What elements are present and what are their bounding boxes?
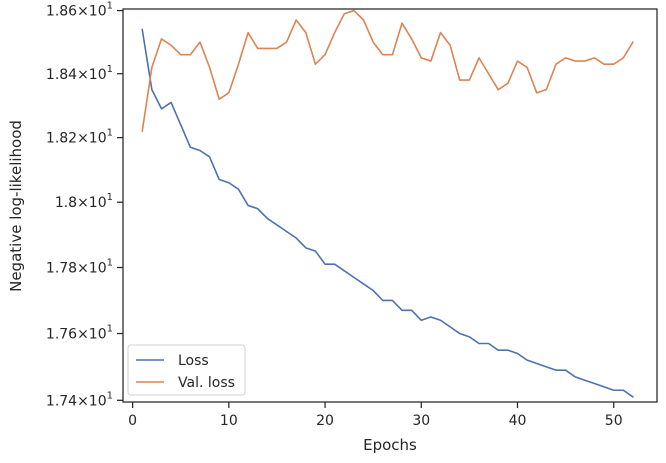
- x-tick-label: 0: [128, 413, 137, 429]
- plot-frame: [122, 8, 658, 403]
- x-tick-label: 50: [605, 413, 623, 429]
- x-tick-label: 40: [509, 413, 527, 429]
- series-lines: [141, 9, 634, 398]
- y-axis-label: Negative log-likelihood: [7, 120, 25, 292]
- x-tick-label: 20: [316, 413, 334, 429]
- y-tick-label: 1.8×101: [55, 192, 113, 211]
- series-line-0: [141, 28, 634, 398]
- x-tick-label: 10: [220, 413, 238, 429]
- series-line-1: [141, 9, 634, 132]
- y-tick-label: 1.82×101: [46, 128, 113, 147]
- legend-label-loss: Loss: [178, 353, 209, 369]
- y-tick-label: 1.76×101: [46, 324, 113, 343]
- y-tick-label: 1.86×101: [46, 1, 113, 20]
- x-axis: 0 10 20 30 40 50: [128, 402, 623, 429]
- x-tick-label: 30: [412, 413, 430, 429]
- y-tick-label: 1.78×101: [46, 257, 113, 276]
- y-tick-label: 1.74×101: [46, 390, 113, 409]
- legend: Loss Val. loss: [127, 344, 246, 396]
- legend-label-val-loss: Val. loss: [178, 375, 235, 391]
- y-axis: 1.74×101 1.76×101 1.78×101 1.8×101 1.82×101 1…: [46, 1, 123, 409]
- x-axis-label: Epochs: [363, 436, 417, 454]
- y-tick-label: 1.84×101: [46, 64, 113, 83]
